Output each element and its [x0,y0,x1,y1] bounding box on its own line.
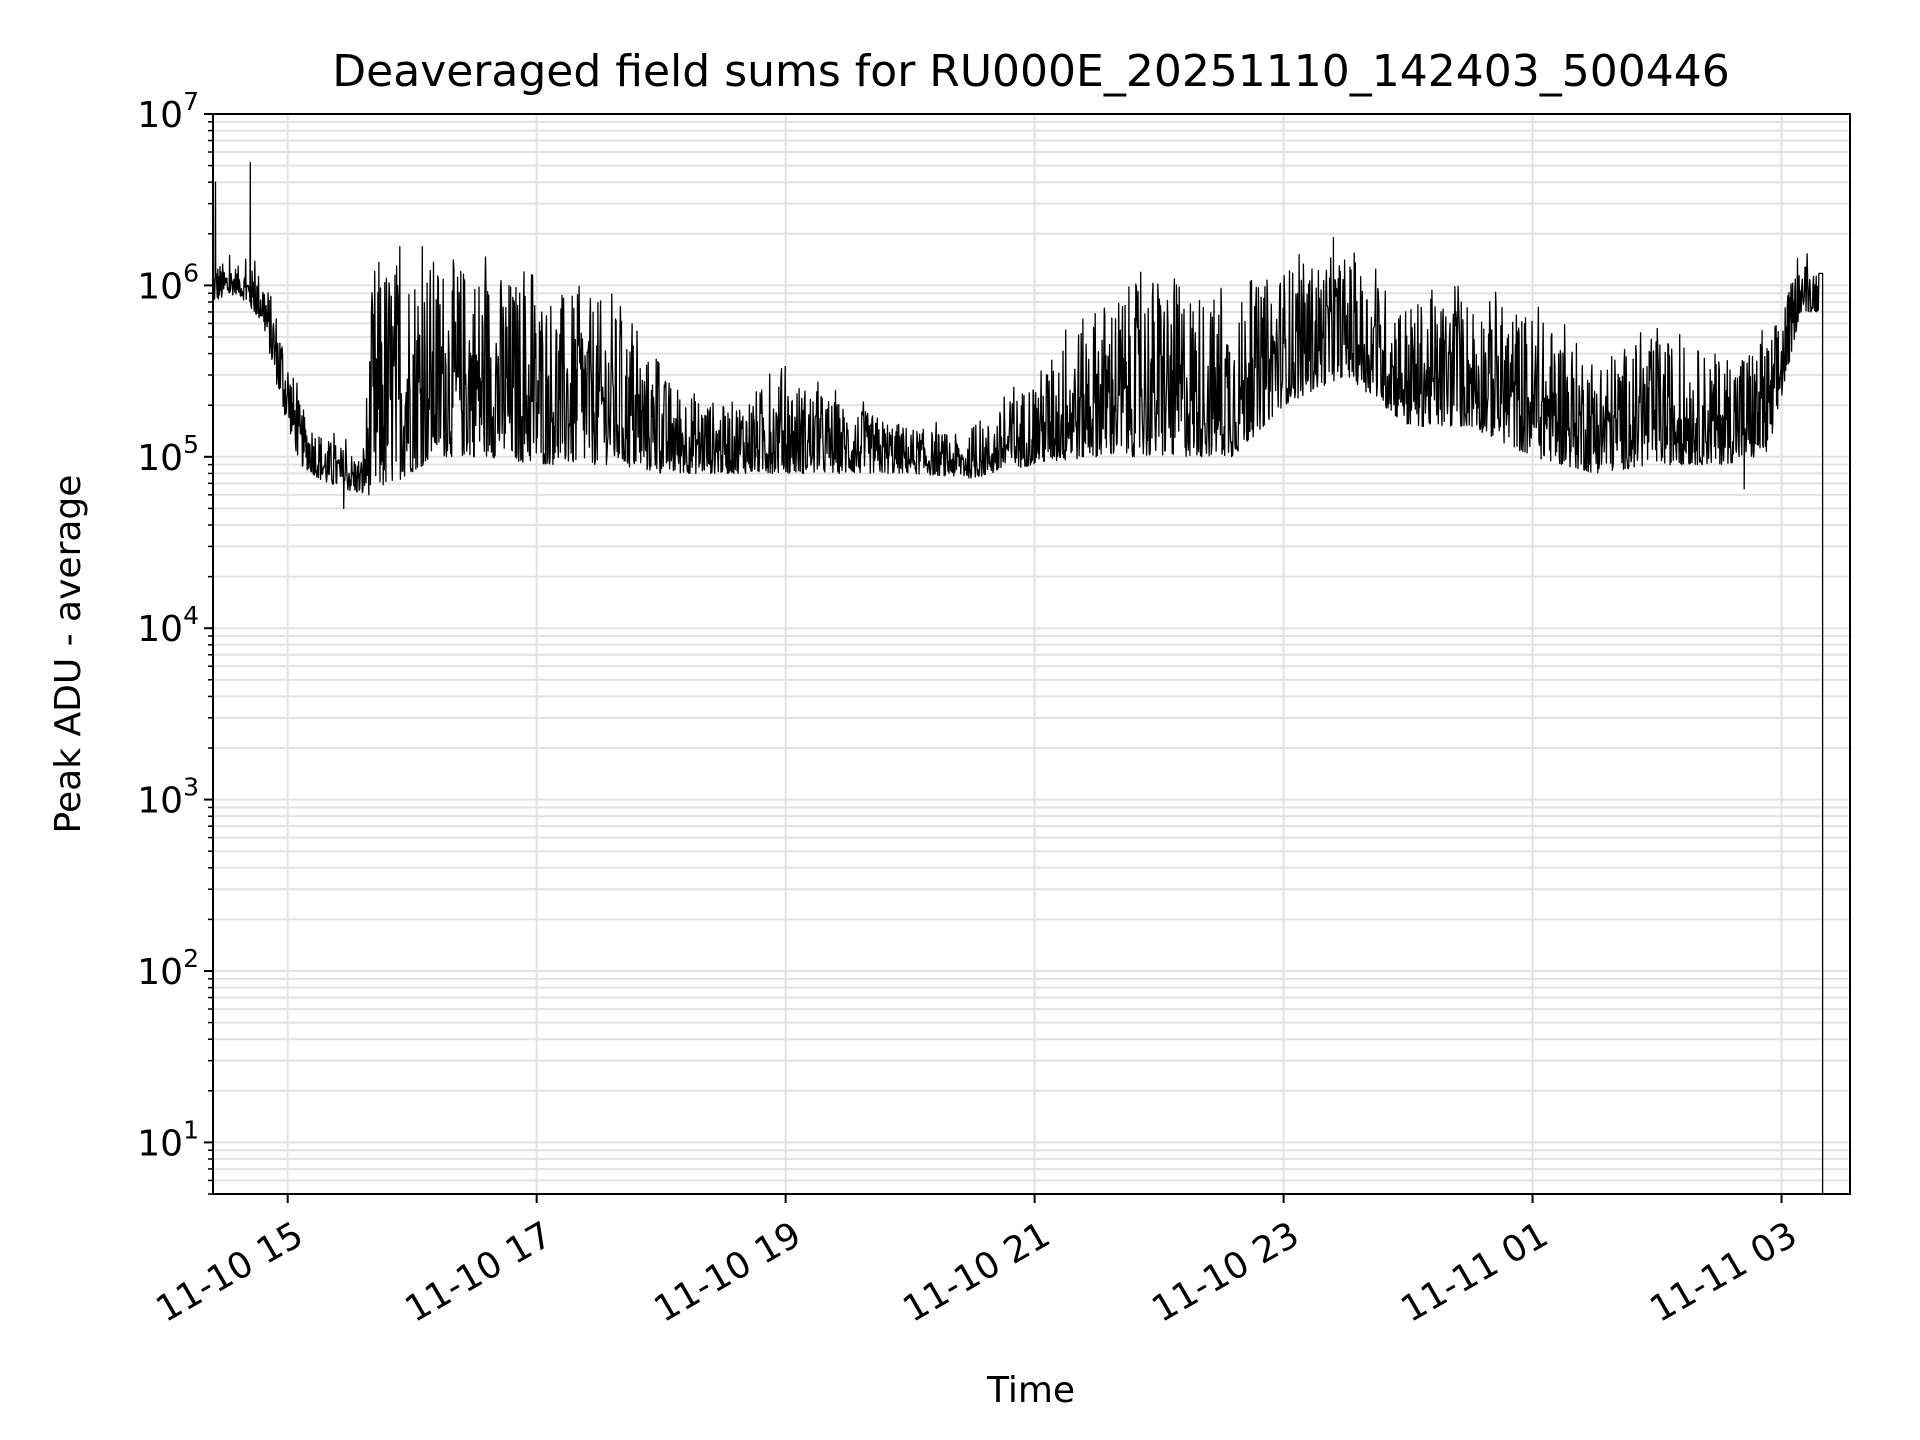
y-tick-label: 102 [137,944,199,993]
series-line [212,162,1824,1194]
x-axis-label: Time [986,1370,1075,1411]
series-layer [212,162,1824,1194]
y-tick-label: 104 [137,601,199,650]
y-tick-label: 105 [137,430,199,479]
plot-frame [212,113,1851,1195]
y-tick-label: 101 [137,1115,199,1164]
y-axis-label: Peak ADU - average [48,475,89,834]
chart-title: Deaveraged field sums for RU000E_2025111… [332,46,1729,97]
y-tick-label: 103 [137,773,199,822]
y-tick-label: 107 [137,87,199,136]
y-tick-label: 106 [137,258,199,307]
